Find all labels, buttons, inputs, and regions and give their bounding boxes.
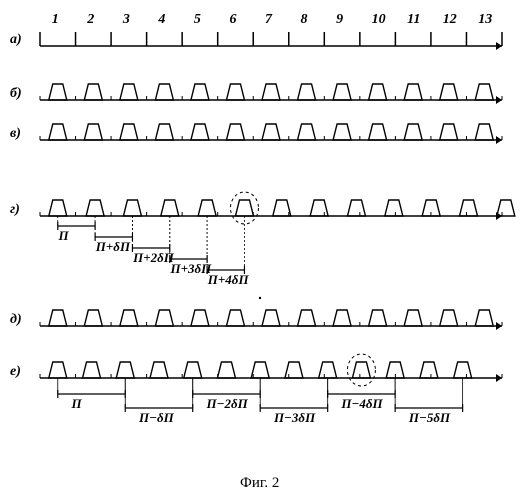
slot-number: 13 bbox=[478, 12, 492, 28]
label: а) bbox=[10, 32, 22, 48]
label: е) bbox=[10, 364, 21, 380]
label: г) bbox=[10, 202, 20, 218]
label: б) bbox=[10, 86, 22, 102]
measure-label: П−3δП bbox=[274, 410, 315, 426]
measure-label: П+3δП bbox=[170, 261, 211, 277]
slot-number: 5 bbox=[194, 12, 201, 28]
measure-label: П−4δП bbox=[341, 396, 382, 412]
slot-number: 12 bbox=[443, 12, 457, 28]
measure-label: П bbox=[72, 396, 82, 412]
label: в) bbox=[10, 126, 21, 142]
slot-number: 8 bbox=[301, 12, 308, 28]
measure-label: П+2δП bbox=[133, 250, 174, 266]
timing-diagram: Фиг. 2 12345678910111213а)б)в)г)д)е)ПП+δ… bbox=[0, 0, 523, 500]
slot-number: 11 bbox=[407, 12, 420, 28]
slot-number: 7 bbox=[265, 12, 272, 28]
figure-caption: Фиг. 2 bbox=[240, 475, 279, 492]
measure-label: П−δП bbox=[139, 410, 174, 426]
measure-label: П+4δП bbox=[208, 272, 249, 288]
slot-number: 6 bbox=[229, 12, 236, 28]
slot-number: 9 bbox=[336, 12, 343, 28]
measure-label: П−2δП bbox=[206, 396, 247, 412]
slot-number: 2 bbox=[87, 12, 94, 28]
measure-label: П bbox=[58, 228, 68, 244]
slot-number: 1 bbox=[52, 12, 59, 28]
label: д) bbox=[10, 312, 22, 328]
slot-number: 3 bbox=[123, 12, 130, 28]
measure-label: П+δП bbox=[96, 239, 130, 255]
slot-number: 10 bbox=[372, 12, 386, 28]
slot-number: 4 bbox=[158, 12, 165, 28]
measure-label: П−5δП bbox=[409, 410, 450, 426]
